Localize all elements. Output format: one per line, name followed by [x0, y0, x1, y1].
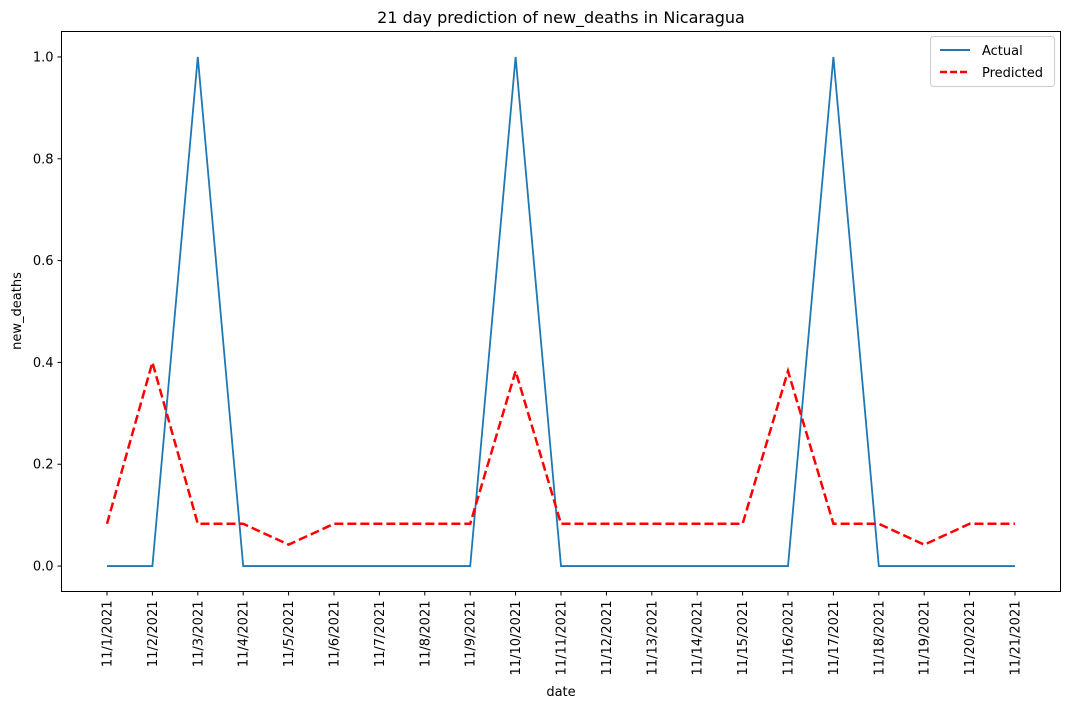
x-tick-label: 11/10/2021: [509, 601, 524, 676]
x-tick-label: 11/13/2021: [645, 601, 660, 676]
y-axis-label: new_deaths: [10, 272, 25, 350]
y-tick-label: 0.8: [33, 152, 54, 167]
x-tick-label: 11/17/2021: [827, 601, 842, 676]
x-tick-label: 11/4/2021: [237, 601, 252, 668]
x-tick-label: 11/19/2021: [918, 601, 933, 676]
x-axis-label: date: [546, 685, 575, 700]
x-tick-label: 11/12/2021: [600, 601, 615, 676]
x-tick-label: 11/16/2021: [782, 601, 797, 676]
x-tick-label: 11/3/2021: [191, 601, 206, 668]
legend-label-predicted: Predicted: [982, 66, 1043, 81]
y-tick-label: 0.2: [33, 458, 54, 473]
y-tick-label: 1.0: [33, 50, 54, 65]
y-tick-label: 0.4: [33, 356, 54, 371]
x-tick-label: 11/14/2021: [691, 601, 706, 676]
x-tick-label: 11/8/2021: [418, 601, 433, 668]
x-tick-label: 11/21/2021: [1009, 601, 1024, 676]
x-tick-label: 11/5/2021: [282, 601, 297, 668]
x-tick-label: 11/7/2021: [373, 601, 388, 668]
series-line-actual: [107, 56, 1015, 567]
y-tick-label: 0.6: [33, 254, 54, 269]
x-tick-label: 11/18/2021: [872, 601, 887, 676]
plot-area: [61, 31, 1061, 592]
legend: Actual Predicted: [930, 36, 1055, 87]
legend-label-actual: Actual: [982, 44, 1023, 59]
series-layer: [105, 56, 1015, 567]
y-tick-label: 0.0: [33, 560, 54, 575]
y-axis: 0.0 0.2 0.4 0.6 0.8 1.0: [33, 50, 62, 575]
x-tick-label: 11/15/2021: [736, 601, 751, 676]
series-line-predicted: [105, 357, 1015, 547]
x-tick-label: 11/9/2021: [464, 601, 479, 668]
x-tick-label: 11/6/2021: [328, 601, 343, 668]
x-tick-label: 11/1/2021: [101, 601, 116, 668]
x-tick-label: 11/2/2021: [146, 601, 161, 668]
x-tick-label: 11/20/2021: [963, 601, 978, 676]
x-tick-label: 11/11/2021: [555, 601, 570, 676]
chart-title: 21 day prediction of new_deaths in Nicar…: [377, 8, 745, 28]
x-axis: 11/1/2021 11/2/2021 11/3/2021 11/4/2021 11/5…: [101, 591, 1024, 676]
